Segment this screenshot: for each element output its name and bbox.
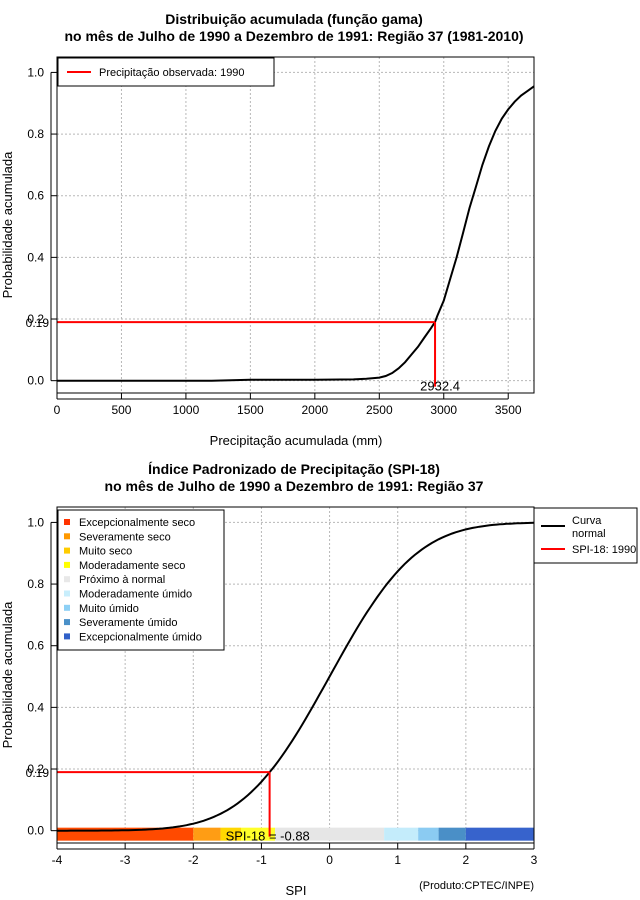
category-legend-label: Moderadamente úmido bbox=[79, 589, 192, 601]
category-band bbox=[275, 827, 385, 841]
observed-spi-label: SPI-18 = -0.88 bbox=[226, 829, 310, 844]
cdf-curve bbox=[57, 85, 535, 382]
chart2-plot-area: 0.19 SPI-18 = -0.88 bbox=[26, 521, 535, 844]
category-band bbox=[465, 827, 534, 841]
chart2-category-legend: Excepcionalmente seco Severamente seco Mui… bbox=[57, 509, 225, 651]
x-tick-label: -4 bbox=[52, 853, 63, 867]
y-tick-label: 0.2 bbox=[27, 762, 44, 776]
y-tick-label: 1.0 bbox=[27, 515, 44, 529]
category-legend-label: Próximo à normal bbox=[79, 574, 165, 586]
chart1-title-line1: Distribuição acumulada (função gama) bbox=[165, 11, 423, 27]
y-tick-label: 0.4 bbox=[27, 250, 44, 264]
y-tick-label: 0.0 bbox=[27, 374, 44, 388]
chart2-title-line1: Índice Padronizado de Precipitação (SPI-… bbox=[148, 461, 440, 477]
x-tick-label: 3000 bbox=[430, 403, 457, 417]
category-legend-swatch bbox=[64, 633, 70, 640]
chart2-frame bbox=[56, 506, 535, 844]
x-tick-label: 2500 bbox=[366, 403, 393, 417]
chart1-title-line2: no mês de Julho de 1990 a Dezembro de 19… bbox=[64, 28, 523, 44]
category-legend-swatch bbox=[64, 547, 70, 554]
category-band bbox=[220, 827, 241, 841]
chart2-credit: (Produto:CPTEC/INPE) bbox=[419, 880, 534, 892]
category-legend-swatch bbox=[64, 561, 70, 568]
category-band bbox=[384, 827, 419, 841]
y-tick-label: 0.2 bbox=[27, 312, 44, 326]
category-legend-label: Moderadamente seco bbox=[79, 560, 185, 572]
chart2-legend-curve-label-1: Curva bbox=[572, 515, 602, 527]
y-tick-label: 0.8 bbox=[27, 577, 44, 591]
x-tick-label: -1 bbox=[256, 853, 267, 867]
category-band bbox=[418, 827, 439, 841]
y-tick-label: 0.0 bbox=[27, 824, 44, 838]
chart2-legend-right-box bbox=[533, 507, 638, 564]
category-legend-swatch bbox=[64, 604, 70, 611]
x-tick-label: 0 bbox=[54, 403, 61, 417]
chart2-legend-right: Curva normal SPI-18: 1990 bbox=[533, 507, 638, 564]
observed-x-label: 2932.4 bbox=[420, 379, 460, 394]
y-tick-label: 0.6 bbox=[27, 189, 44, 203]
chart1: Distribuição acumulada (função gama) no … bbox=[0, 11, 535, 448]
category-legend-label: Severamente úmido bbox=[79, 617, 177, 629]
category-legend-swatch bbox=[64, 619, 70, 626]
observed-y-label: 0.19 bbox=[26, 316, 50, 330]
x-tick-label: 500 bbox=[111, 403, 131, 417]
chart1-grid bbox=[56, 57, 534, 393]
category-legend-label: Severamente seco bbox=[79, 531, 171, 543]
y-tick-label: 0.6 bbox=[27, 639, 44, 653]
category-band bbox=[240, 827, 276, 841]
chart2-legend-curve-label-2: normal bbox=[572, 528, 606, 540]
x-tick-label: 2 bbox=[463, 853, 470, 867]
x-tick-label: 1500 bbox=[237, 403, 264, 417]
chart2-y-axis-label: Probabilidade acumulada bbox=[0, 601, 15, 748]
category-legend-label: Excepcionalmente úmido bbox=[79, 631, 202, 643]
chart1-plot-area: 0.19 2932.4 bbox=[26, 85, 535, 394]
chart2-x-axis: -4 -3 -2 -1 0 1 2 3 bbox=[52, 843, 538, 867]
chart1-legend-box bbox=[57, 57, 275, 87]
category-band bbox=[193, 827, 221, 841]
category-legend-swatch bbox=[64, 576, 70, 583]
x-tick-label: -2 bbox=[188, 853, 199, 867]
x-tick-label: 2000 bbox=[301, 403, 328, 417]
category-legend-swatch bbox=[64, 533, 70, 540]
y-tick-label: 0.8 bbox=[27, 127, 44, 141]
x-tick-label: 3500 bbox=[495, 403, 522, 417]
category-legend-swatch bbox=[64, 519, 70, 525]
chart2-title-line2: no mês de Julho de 1990 a Dezembro de 19… bbox=[105, 478, 484, 494]
category-legend-swatch bbox=[64, 590, 70, 597]
chart1-y-axis: 0.0 0.2 0.4 0.6 0.8 1.0 bbox=[27, 65, 57, 388]
y-tick-label: 0.4 bbox=[27, 700, 44, 714]
chart2-category-legend-box bbox=[57, 509, 225, 651]
x-tick-label: -3 bbox=[120, 853, 131, 867]
chart1-x-axis-label: Precipitação acumulada (mm) bbox=[210, 433, 383, 448]
category-legend-label: Muito seco bbox=[79, 546, 132, 558]
cdf-curve bbox=[57, 521, 535, 832]
observed-y-label: 0.19 bbox=[26, 766, 50, 780]
x-tick-label: 0 bbox=[326, 853, 333, 867]
category-band bbox=[438, 827, 466, 841]
chart1-y-axis-label: Probabilidade acumulada bbox=[0, 151, 15, 298]
category-legend-label: Muito úmido bbox=[79, 603, 139, 615]
chart1-legend-label: Precipitação observada: 1990 bbox=[99, 67, 245, 79]
chart1-x-axis: 0 500 1000 1500 2000 2500 3000 3500 bbox=[54, 393, 522, 417]
x-tick-label: 3 bbox=[531, 853, 538, 867]
chart1-frame bbox=[56, 56, 535, 394]
chart1-legend: Precipitação observada: 1990 bbox=[57, 57, 275, 87]
x-tick-label: 1000 bbox=[173, 403, 200, 417]
y-tick-label: 1.0 bbox=[27, 65, 44, 79]
x-tick-label: 1 bbox=[394, 853, 401, 867]
chart2-legend-spi-label: SPI-18: 1990 bbox=[572, 544, 636, 556]
category-legend-label: Excepcionalmente seco bbox=[79, 517, 195, 529]
chart2: Índice Padronizado de Precipitação (SPI-… bbox=[0, 461, 638, 898]
chart2-y-axis: 0.0 0.2 0.4 0.6 0.8 1.0 bbox=[27, 515, 57, 838]
chart2-x-axis-label: SPI bbox=[286, 883, 307, 898]
